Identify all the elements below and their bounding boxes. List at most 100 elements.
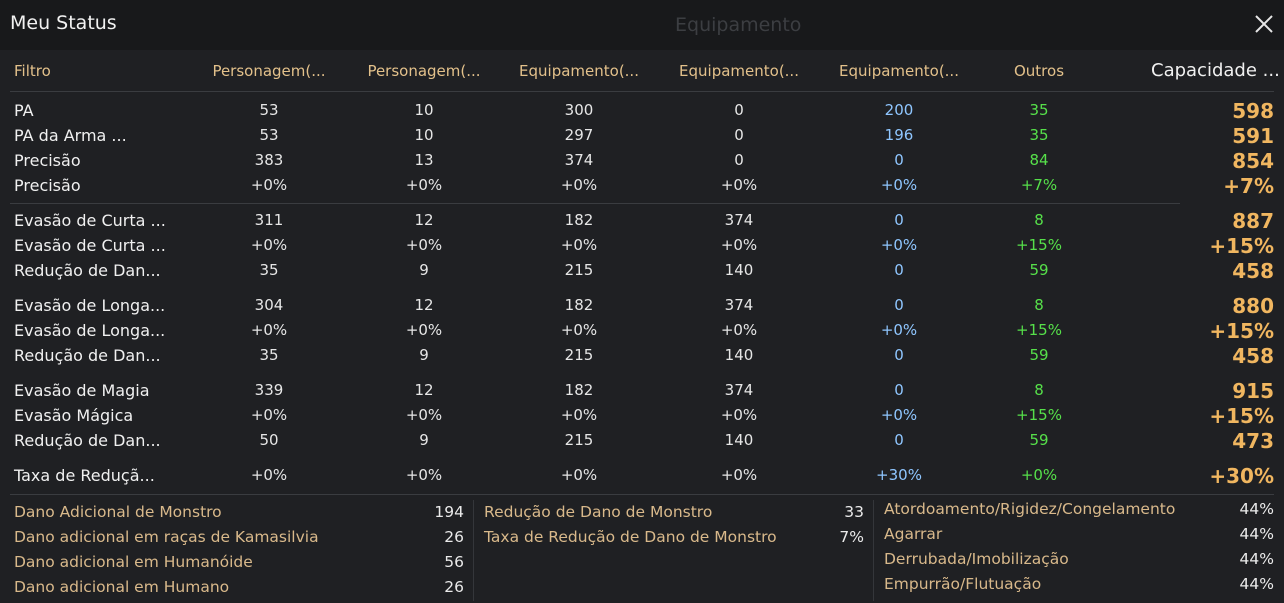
table-row: Precisão +0% +0% +0% +0% +0% +7% +7%	[0, 174, 1284, 200]
reduction-value: 7%	[839, 528, 864, 546]
stat-cell: 8	[1034, 211, 1044, 229]
bottom-middle-section: Redução de Dano de Monstro 33 Taxa de Re…	[484, 500, 864, 601]
stat-cell: 196	[884, 126, 914, 144]
table-row: Taxa de Reduçã... +0% +0% +0% +0% +30% +0% +30%	[0, 464, 1284, 490]
list-item: Dano adicional em Humano 26	[14, 578, 464, 603]
stat-cell: 12	[414, 211, 434, 229]
table-row: Evasão de Magia 339 12 182 374 0 8 915	[0, 379, 1284, 405]
resistance-value: 44%	[1239, 575, 1274, 593]
header-equipment-3[interactable]: Equipamento(...	[839, 62, 959, 80]
stat-cell: +15%	[1016, 406, 1062, 424]
stat-cell: +0%	[405, 466, 443, 484]
stat-cell: 53	[259, 101, 279, 119]
stat-cell: 374	[724, 296, 754, 314]
stat-cell: 182	[564, 296, 594, 314]
list-item: Agarrar 44%	[884, 525, 1274, 550]
table-row: Evasão de Longa... +0% +0% +0% +0% +0% +15% +15…	[0, 319, 1284, 345]
stat-cell: 383	[254, 151, 284, 169]
stat-label: PA	[14, 101, 34, 120]
stat-cell: 9	[419, 261, 429, 279]
stat-total: 880	[1232, 294, 1274, 318]
stat-cell: 53	[259, 126, 279, 144]
stat-total: +15%	[1209, 319, 1274, 343]
header-others[interactable]: Outros	[1013, 62, 1065, 80]
header-character-1[interactable]: Personagem(...	[212, 62, 326, 80]
close-button[interactable]	[1250, 10, 1278, 38]
stat-label: Redução de Dan...	[14, 431, 161, 450]
table-row: Redução de Dan... 50 9 215 140 0 59 473	[0, 429, 1284, 455]
list-item: Dano adicional em raças de Kamasilvia 26	[14, 528, 464, 553]
stat-total: 915	[1232, 379, 1274, 403]
stat-total: +15%	[1209, 234, 1274, 258]
resistance-label: Derrubada/Imobilização	[884, 550, 1069, 568]
header-capacity[interactable]: Capacidade ...	[1151, 60, 1280, 81]
stat-label: Redução de Dan...	[14, 261, 161, 280]
stat-cell: +30%	[876, 466, 922, 484]
stat-cell: 0	[894, 346, 904, 364]
reduction-label: Taxa de Redução de Dano de Monstro	[484, 528, 777, 546]
stat-cell: 0	[894, 211, 904, 229]
bonus-value: 194	[434, 503, 464, 521]
stat-label: Evasão de Magia	[14, 381, 150, 400]
stat-cell: +0%	[250, 236, 288, 254]
table-row: PA 53 10 300 0 200 35 598	[0, 99, 1284, 125]
stat-cell: +0%	[560, 466, 598, 484]
header-filter[interactable]: Filtro	[14, 62, 51, 80]
header-character-2[interactable]: Personagem(...	[367, 62, 481, 80]
stat-cell: 84	[1029, 151, 1049, 169]
stat-label: Evasão de Longa...	[14, 296, 166, 315]
stat-cell: +0%	[560, 236, 598, 254]
stat-cell: 0	[894, 381, 904, 399]
stat-label: Redução de Dan...	[14, 346, 161, 365]
list-item: Dano adicional em Humanóide 56	[14, 553, 464, 578]
resistance-label: Empurrão/Flutuação	[884, 575, 1042, 593]
table-row: Evasão Mágica +0% +0% +0% +0% +0% +15% +15%	[0, 404, 1284, 430]
table-row: Redução de Dan... 35 9 215 140 0 59 458	[0, 259, 1284, 285]
header-equipment-1[interactable]: Equipamento(...	[519, 62, 639, 80]
stat-cell: 59	[1029, 346, 1049, 364]
header-divider	[10, 91, 1274, 92]
stat-cell: 0	[894, 431, 904, 449]
stat-cell: +0%	[250, 466, 288, 484]
resistance-value: 44%	[1239, 525, 1274, 543]
stat-cell: +0%	[250, 176, 288, 194]
bottom-divider-2	[873, 500, 874, 601]
stat-cell: 0	[894, 151, 904, 169]
stat-cell: 35	[259, 346, 279, 364]
stat-cell: 0	[734, 126, 744, 144]
stat-cell: 374	[724, 381, 754, 399]
stat-cell: 374	[564, 151, 594, 169]
stat-cell: 140	[724, 261, 754, 279]
table-row: PA da Arma ... 53 10 297 0 196 35 591	[0, 124, 1284, 150]
stat-cell: 0	[734, 101, 744, 119]
group-divider	[10, 203, 1180, 204]
stat-cell: +0%	[880, 176, 918, 194]
stat-label: PA da Arma ...	[14, 126, 127, 145]
stat-cell: +0%	[405, 176, 443, 194]
stat-cell: 311	[254, 211, 284, 229]
bonus-value: 56	[444, 553, 464, 571]
stat-total: 598	[1232, 99, 1274, 123]
stat-cell: 10	[414, 126, 434, 144]
table-row: Evasão de Curta ... +0% +0% +0% +0% +0% +15% +1…	[0, 234, 1284, 260]
header-equipment-2[interactable]: Equipamento(...	[679, 62, 799, 80]
list-item: Derrubada/Imobilização 44%	[884, 550, 1274, 575]
reduction-value: 33	[844, 503, 864, 521]
stat-cell: 35	[1029, 101, 1049, 119]
stat-total: 887	[1232, 209, 1274, 233]
stat-cell: +0%	[405, 406, 443, 424]
stat-cell: +15%	[1016, 321, 1062, 339]
stat-cell: +0%	[720, 176, 758, 194]
stat-cell: 215	[564, 261, 594, 279]
bonus-label: Dano adicional em Humanóide	[14, 553, 253, 571]
stat-cell: 374	[724, 211, 754, 229]
bottom-divider-1	[473, 500, 474, 601]
stat-label: Evasão de Curta ...	[14, 211, 166, 230]
stat-cell: +0%	[880, 406, 918, 424]
stat-label: Taxa de Reduçã...	[14, 466, 155, 485]
stat-cell: +0%	[880, 321, 918, 339]
list-item: Redução de Dano de Monstro 33	[484, 503, 864, 528]
stat-cell: 8	[1034, 381, 1044, 399]
stat-cell: 59	[1029, 261, 1049, 279]
stat-cell: +0%	[1020, 466, 1058, 484]
